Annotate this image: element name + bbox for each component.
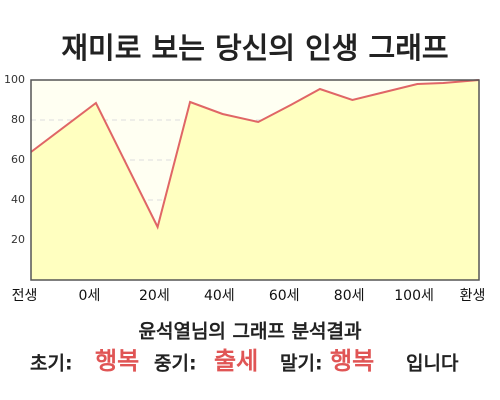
plot-border — [30, 79, 480, 281]
chart-title: 재미로 보는 당신의 인생 그래프 — [61, 31, 448, 65]
x-tick-label: 전생 — [12, 288, 38, 304]
line — [30, 79, 480, 230]
x-tick-label: 0세 — [79, 288, 101, 304]
x-tick-label: 80세 — [334, 288, 365, 304]
early-label: 초기: — [30, 353, 73, 375]
analysis-heading: 윤석열님의 그래프 분석결과 — [139, 321, 363, 343]
x-tick-label: 40세 — [204, 288, 235, 304]
x-tick-label: 20세 — [139, 288, 170, 304]
area — [31, 80, 479, 280]
x-tick-label: 100세 — [394, 288, 434, 304]
y-tick-label: 100 — [4, 73, 25, 86]
y-tick-label: 20 — [11, 233, 25, 246]
ending: 입니다 — [406, 353, 459, 375]
late-value: 행복 — [330, 347, 374, 375]
late-label: 말기: — [280, 353, 323, 375]
x-tick-label: 환생 — [460, 288, 486, 304]
x-tick-label: 60세 — [269, 288, 300, 304]
middle-label: 중기: — [154, 353, 197, 375]
middle-value: 출세 — [214, 347, 258, 375]
early-value: 행복 — [95, 347, 139, 375]
y-tick-label: 60 — [11, 153, 25, 166]
y-tick-label: 80 — [11, 113, 25, 126]
y-tick-label: 40 — [11, 193, 25, 206]
